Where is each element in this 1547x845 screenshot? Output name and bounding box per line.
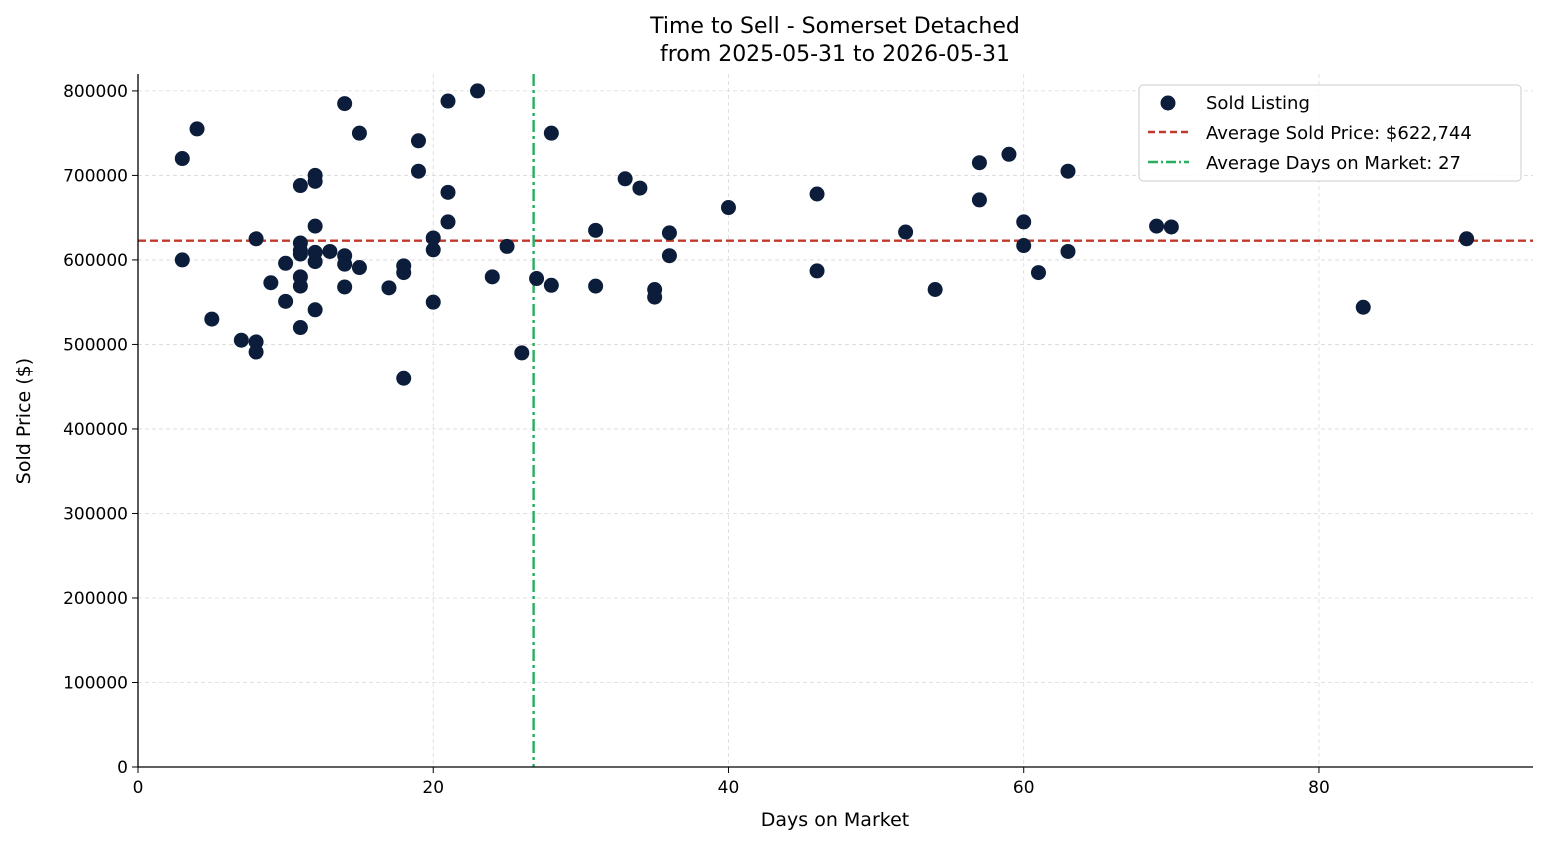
tick-labels: 0 100000 200000 300000 400000 500000 600000 700… [63, 82, 1330, 798]
data-point [440, 214, 456, 230]
data-point [617, 171, 633, 187]
data-point [440, 184, 456, 200]
data-point [425, 242, 441, 258]
data-point [396, 370, 412, 386]
legend-label-average-days: Average Days on Market: 27 [1206, 153, 1461, 174]
data-point [292, 278, 308, 294]
data-point [1016, 238, 1032, 254]
data-point [337, 96, 353, 112]
data-point [971, 155, 987, 171]
data-point [307, 173, 323, 189]
data-point [529, 271, 545, 287]
y-axis-label: Sold Price ($) [13, 358, 35, 484]
data-point [307, 254, 323, 270]
y-tick-label: 0 [117, 758, 128, 778]
data-point [410, 133, 426, 149]
data-point [233, 332, 249, 348]
y-tick-label: 300000 [63, 504, 128, 524]
data-point [661, 248, 677, 264]
data-point [1030, 265, 1046, 281]
data-point [1459, 231, 1475, 247]
data-point [1060, 163, 1076, 179]
y-tick-label: 100000 [63, 673, 128, 693]
data-point [809, 263, 825, 279]
data-point [248, 344, 264, 360]
x-tick-label: 60 [1013, 778, 1035, 798]
data-point [248, 231, 264, 247]
data-point [588, 222, 604, 238]
data-point [499, 238, 515, 254]
legend-label-sold-listing: Sold Listing [1206, 93, 1310, 114]
data-point [351, 260, 367, 276]
data-point [632, 180, 648, 196]
data-point [337, 256, 353, 272]
data-point [514, 345, 530, 361]
data-point [337, 279, 353, 295]
data-point [263, 275, 279, 291]
data-point [307, 218, 323, 234]
y-tick-label: 400000 [63, 420, 128, 440]
x-tick-label: 0 [133, 778, 144, 798]
data-point [189, 121, 205, 137]
data-point [204, 311, 220, 327]
data-point [278, 293, 294, 309]
axes [132, 74, 1533, 773]
y-tick-label: 500000 [63, 335, 128, 355]
data-point [292, 320, 308, 336]
data-point [425, 294, 441, 310]
x-tick-label: 40 [718, 778, 740, 798]
data-point [1149, 218, 1165, 234]
data-point [661, 225, 677, 241]
data-point [278, 255, 294, 271]
data-point [307, 302, 323, 318]
data-point [1016, 214, 1032, 230]
data-point [174, 151, 190, 167]
data-point [1355, 299, 1371, 315]
data-point [425, 230, 441, 246]
data-point [971, 192, 987, 208]
legend-marker-sold-listing [1160, 95, 1176, 111]
data-point [381, 280, 397, 296]
data-point [588, 278, 604, 294]
data-point [351, 125, 367, 141]
legend-label-average-price: Average Sold Price: $622,744 [1206, 123, 1472, 144]
data-point [440, 93, 456, 109]
data-point [647, 289, 663, 305]
y-tick-label: 700000 [63, 166, 128, 186]
data-point [1060, 243, 1076, 259]
data-point [1001, 146, 1017, 162]
data-point [543, 125, 559, 141]
data-point [543, 277, 559, 293]
data-point [292, 246, 308, 262]
data-point [484, 269, 500, 285]
data-point [1163, 219, 1179, 235]
data-point [292, 178, 308, 194]
data-point [396, 265, 412, 281]
data-point [898, 224, 914, 240]
data-point [322, 243, 338, 259]
y-tick-label: 200000 [63, 589, 128, 609]
data-point [809, 186, 825, 202]
x-tick-label: 80 [1308, 778, 1330, 798]
chart-title: Time to Sell - Somerset Detached [649, 14, 1020, 39]
x-axis-label: Days on Market [761, 809, 909, 831]
y-tick-label: 800000 [63, 82, 128, 102]
data-point [470, 83, 486, 99]
reference-lines [138, 74, 1533, 767]
y-tick-label: 600000 [63, 251, 128, 271]
x-tick-label: 20 [422, 778, 444, 798]
chart-subtitle: from 2025-05-31 to 2026-05-31 [660, 42, 1010, 67]
data-point [927, 282, 943, 298]
legend-box [1138, 84, 1522, 182]
data-point [174, 252, 190, 268]
legend: Sold Listing Average Sold Price: $622,74… [1138, 84, 1522, 182]
data-points [174, 83, 1475, 386]
data-point [720, 200, 736, 216]
data-point [410, 163, 426, 179]
